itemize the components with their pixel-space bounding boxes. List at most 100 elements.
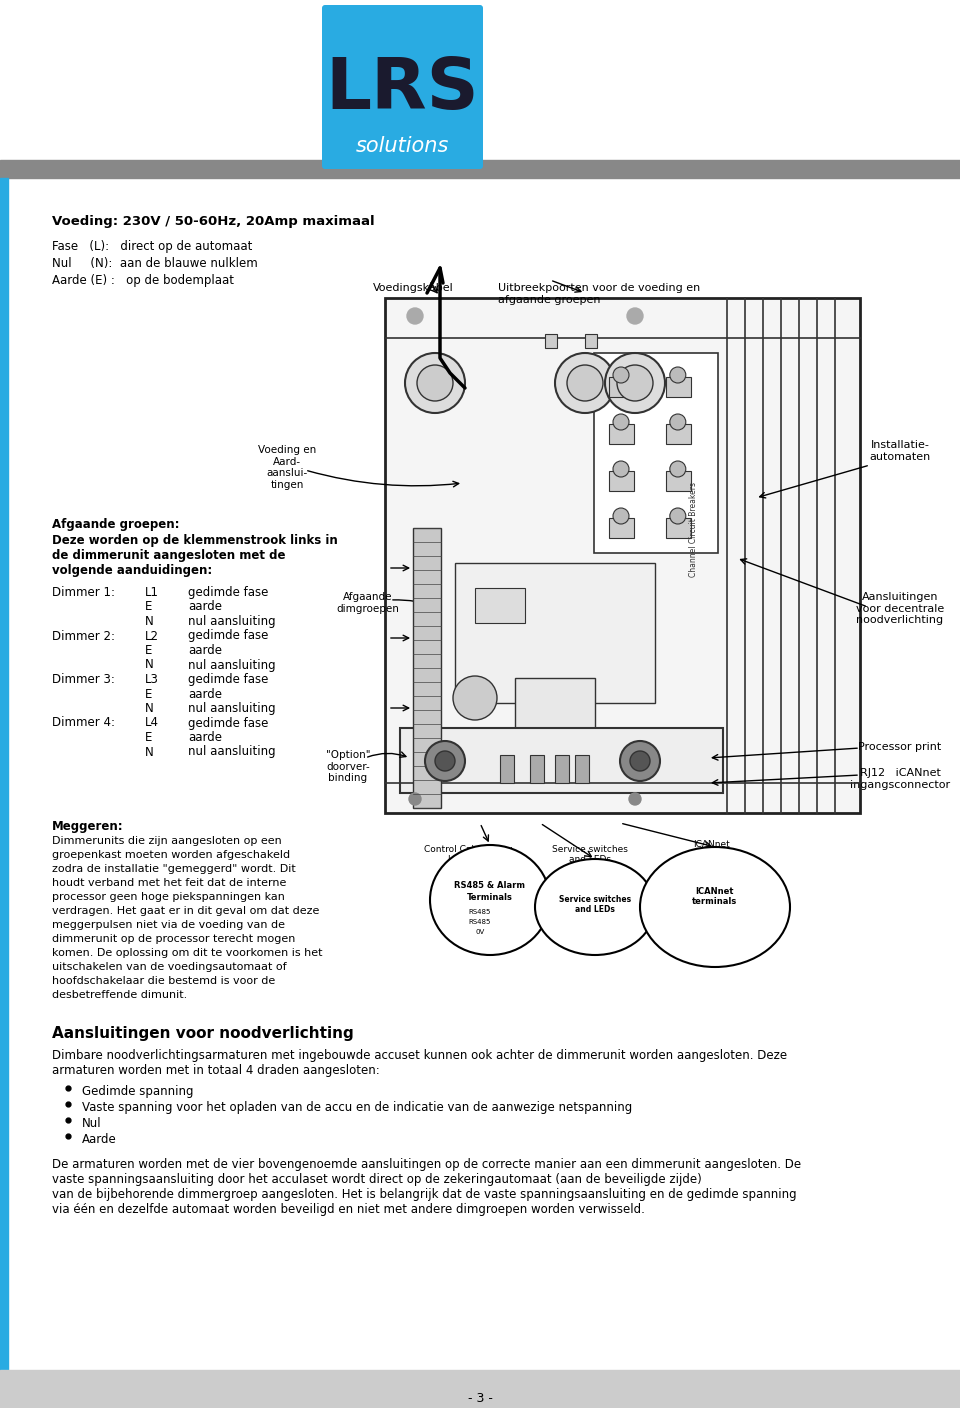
Text: LRS: LRS: [325, 55, 479, 124]
Circle shape: [670, 414, 685, 429]
Text: armaturen worden met in totaal 4 draden aangesloten:: armaturen worden met in totaal 4 draden …: [52, 1064, 380, 1077]
Circle shape: [417, 365, 453, 401]
Bar: [555, 755, 569, 783]
Text: Meggeren:: Meggeren:: [52, 819, 124, 834]
Text: Installatie-
automaten: Installatie- automaten: [870, 439, 930, 462]
Text: N: N: [145, 659, 154, 672]
Circle shape: [670, 508, 685, 524]
Text: "Option"
doorver-
binding: "Option" doorver- binding: [325, 750, 371, 783]
Bar: [666, 424, 691, 444]
Text: Dimmer 2:: Dimmer 2:: [52, 629, 115, 642]
Text: N: N: [145, 745, 154, 759]
Bar: [609, 377, 634, 397]
Text: ICANnet: ICANnet: [696, 887, 734, 897]
Text: Control Cable entry
knockout: Control Cable entry knockout: [423, 845, 513, 865]
Text: meggerpulsen niet via de voeding van de: meggerpulsen niet via de voeding van de: [52, 919, 285, 931]
Text: L3: L3: [145, 673, 158, 686]
Text: Aansluitingen voor noodverlichting: Aansluitingen voor noodverlichting: [52, 1026, 353, 1041]
Text: Processor print: Processor print: [858, 742, 942, 752]
Text: Service switches
and LEDs: Service switches and LEDs: [552, 845, 628, 865]
Text: Afgaande groepen:: Afgaande groepen:: [52, 518, 180, 531]
Bar: [585, 334, 597, 348]
Text: Aarde: Aarde: [82, 1133, 117, 1146]
Text: Fase   (L):   direct op de automaat: Fase (L): direct op de automaat: [52, 239, 252, 253]
Text: Aansluitingen
voor decentrale
noodverlichting: Aansluitingen voor decentrale noodverlic…: [856, 591, 944, 625]
Text: E: E: [145, 731, 153, 743]
Text: gedimde fase: gedimde fase: [188, 586, 269, 598]
Text: Channel Circuit Breakers: Channel Circuit Breakers: [689, 483, 698, 577]
Text: Voeding en
Aard-
aanslui-
tingen: Voeding en Aard- aanslui- tingen: [258, 445, 316, 490]
Circle shape: [613, 414, 629, 429]
Text: Dimmer 4:: Dimmer 4:: [52, 717, 115, 729]
Text: 0V: 0V: [475, 929, 485, 935]
FancyBboxPatch shape: [322, 6, 483, 169]
Text: nul aansluiting: nul aansluiting: [188, 703, 276, 715]
Text: Dimmer 1:: Dimmer 1:: [52, 586, 115, 598]
Circle shape: [630, 750, 650, 772]
Circle shape: [425, 741, 465, 781]
Text: processor geen hoge piekspanningen kan: processor geen hoge piekspanningen kan: [52, 893, 285, 903]
Text: E: E: [145, 687, 153, 701]
Bar: [666, 377, 691, 397]
Circle shape: [405, 353, 465, 413]
Bar: [666, 472, 691, 491]
Text: terminals: terminals: [692, 897, 737, 907]
Text: van de bijbehorende dimmergroep aangesloten. Het is belangrijk dat de vaste span: van de bijbehorende dimmergroep aangeslo…: [52, 1188, 797, 1201]
Bar: [515, 679, 595, 748]
Text: Dimmerunits die zijn aangesloten op een: Dimmerunits die zijn aangesloten op een: [52, 836, 281, 846]
Circle shape: [620, 741, 660, 781]
Text: dimmerunit op de processor terecht mogen: dimmerunit op de processor terecht mogen: [52, 934, 296, 943]
Text: - 3 -: - 3 -: [468, 1391, 492, 1405]
Text: nul aansluiting: nul aansluiting: [188, 659, 276, 672]
Text: Voeding: 230V / 50-60Hz, 20Amp maximaal: Voeding: 230V / 50-60Hz, 20Amp maximaal: [52, 215, 374, 228]
Text: nul aansluiting: nul aansluiting: [188, 745, 276, 759]
Bar: [594, 353, 717, 553]
Text: Nul     (N):  aan de blauwe nulklem: Nul (N): aan de blauwe nulklem: [52, 258, 257, 270]
Text: volgende aanduidingen:: volgende aanduidingen:: [52, 565, 212, 577]
Text: zodra de installatie "gemeggerd" wordt. Dit: zodra de installatie "gemeggerd" wordt. …: [52, 865, 296, 874]
Text: RJ12   iCANnet
ingangsconnector: RJ12 iCANnet ingangsconnector: [850, 767, 950, 790]
Circle shape: [629, 793, 641, 805]
Circle shape: [605, 353, 665, 413]
Text: aarde: aarde: [188, 643, 222, 658]
Bar: [0, 161, 960, 177]
Text: houdt verband met het feit dat de interne: houdt verband met het feit dat de intern…: [52, 879, 286, 888]
Text: N: N: [145, 615, 154, 628]
Text: aarde: aarde: [188, 731, 222, 743]
Bar: [475, 589, 525, 622]
Text: Terminals: Terminals: [468, 893, 513, 901]
Circle shape: [435, 750, 455, 772]
Text: Dimmer 3:: Dimmer 3:: [52, 673, 115, 686]
Circle shape: [453, 676, 497, 719]
Text: aarde: aarde: [188, 600, 222, 614]
Circle shape: [613, 367, 629, 383]
Circle shape: [567, 365, 603, 401]
Bar: [0, 1370, 960, 1408]
Text: L1: L1: [145, 586, 159, 598]
Text: Voedingskabel: Voedingskabel: [373, 283, 454, 293]
Text: gedimde fase: gedimde fase: [188, 629, 269, 642]
Text: desbetreffende dimunit.: desbetreffende dimunit.: [52, 990, 187, 1000]
Text: Gedimde spanning: Gedimde spanning: [82, 1086, 194, 1098]
Circle shape: [617, 365, 653, 401]
Text: via één en dezelfde automaat worden beveiligd en niet met andere dimgroepen word: via één en dezelfde automaat worden beve…: [52, 1202, 645, 1217]
Text: RS485: RS485: [468, 919, 492, 925]
Text: solutions: solutions: [356, 137, 449, 156]
Bar: [575, 755, 589, 783]
Text: aarde: aarde: [188, 687, 222, 701]
Text: Afgaande
dimgroepen: Afgaande dimgroepen: [337, 591, 399, 614]
Bar: [609, 518, 634, 538]
Ellipse shape: [535, 859, 655, 955]
Text: and LEDs: and LEDs: [575, 905, 615, 915]
Text: hoofdschakelaar die bestemd is voor de: hoofdschakelaar die bestemd is voor de: [52, 976, 276, 986]
Circle shape: [627, 308, 643, 324]
Bar: [400, 728, 723, 793]
Text: De armaturen worden met de vier bovengenoemde aansluitingen op de correcte manie: De armaturen worden met de vier bovengen…: [52, 1157, 802, 1171]
Circle shape: [409, 793, 421, 805]
Text: vaste spanningsaansluiting door het acculaset wordt direct op de zekeringautomaa: vaste spanningsaansluiting door het accu…: [52, 1173, 702, 1186]
Bar: [609, 472, 634, 491]
Text: gedimde fase: gedimde fase: [188, 673, 269, 686]
Text: Aarde (E) :   op de bodemplaat: Aarde (E) : op de bodemplaat: [52, 275, 234, 287]
Bar: [455, 563, 655, 703]
Text: groepenkast moeten worden afgeschakeld: groepenkast moeten worden afgeschakeld: [52, 850, 290, 860]
